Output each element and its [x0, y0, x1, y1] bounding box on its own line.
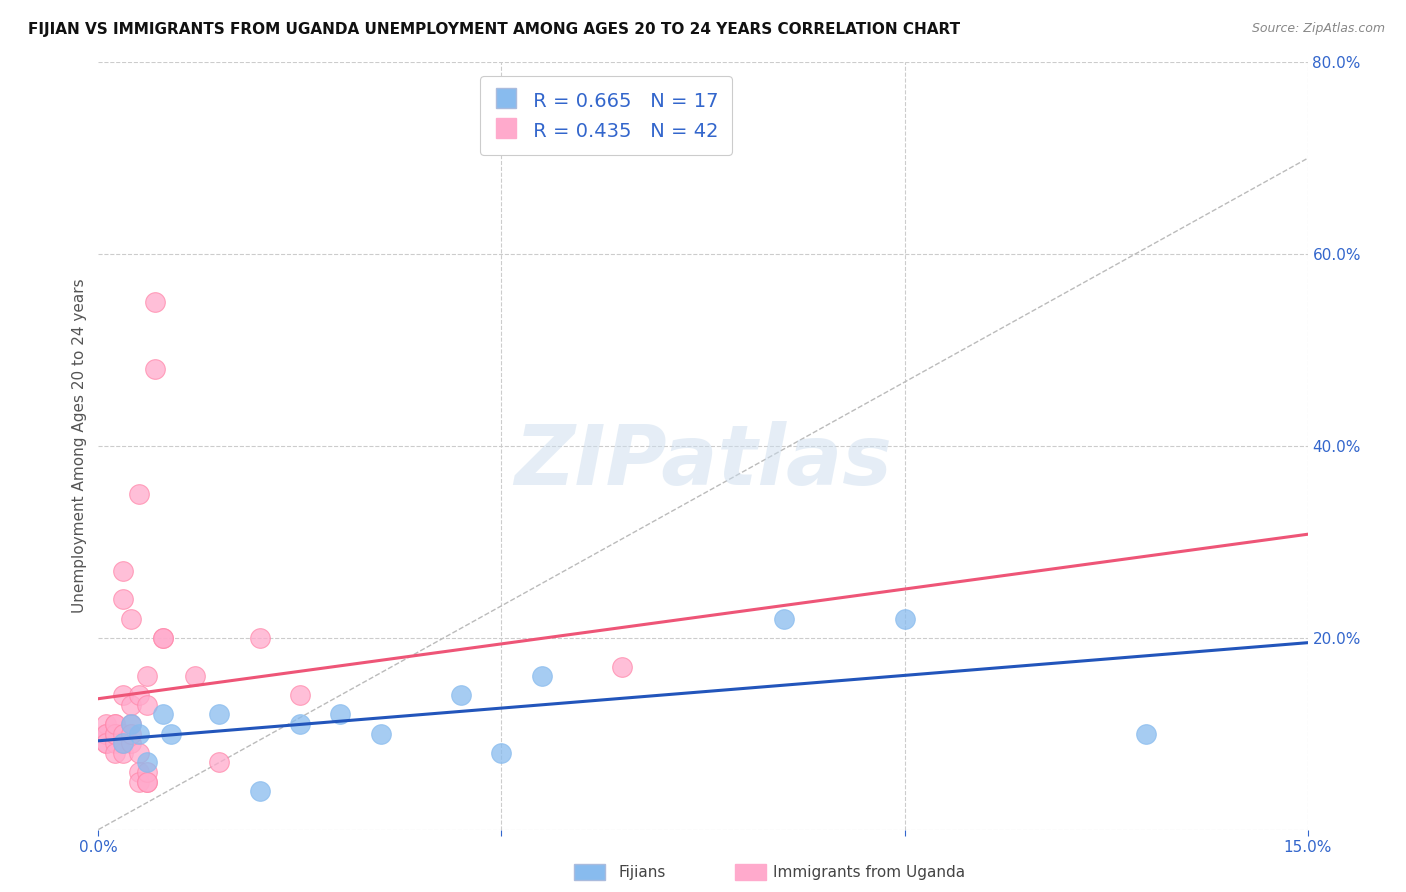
Point [111, 736, 134, 750]
Point [120, 698, 142, 712]
Text: Immigrants from Uganda: Immigrants from Uganda [773, 865, 966, 880]
Legend:  R = 0.665   N = 17,  R = 0.435   N = 42: R = 0.665 N = 17, R = 0.435 N = 42 [481, 76, 733, 155]
Point [120, 717, 142, 731]
Point [96, 726, 118, 740]
Point [96, 717, 118, 731]
Point [152, 631, 174, 645]
Point [103, 726, 125, 740]
Point [111, 564, 134, 578]
Point [111, 592, 134, 607]
Point [135, 774, 157, 789]
Point [120, 726, 142, 740]
Point [103, 746, 125, 760]
Point [120, 612, 142, 626]
Point [143, 295, 166, 310]
Point [249, 784, 271, 798]
Point [612, 659, 634, 673]
Point [96, 736, 118, 750]
Point [128, 689, 150, 703]
Point [103, 726, 125, 740]
Point [135, 669, 157, 683]
Point [103, 717, 125, 731]
Point [208, 707, 231, 722]
Point [143, 362, 166, 376]
Point [96, 736, 118, 750]
Point [111, 736, 134, 750]
Point [128, 746, 150, 760]
Point [208, 756, 231, 770]
Point [96, 726, 118, 740]
Point [288, 689, 311, 703]
Point [1135, 726, 1157, 740]
Text: FIJIAN VS IMMIGRANTS FROM UGANDA UNEMPLOYMENT AMONG AGES 20 TO 24 YEARS CORRELAT: FIJIAN VS IMMIGRANTS FROM UGANDA UNEMPLO… [28, 22, 960, 37]
Point [128, 774, 150, 789]
Point [160, 726, 183, 740]
Point [184, 669, 207, 683]
Point [128, 487, 150, 501]
Point [893, 612, 915, 626]
Point [135, 756, 157, 770]
Text: Source: ZipAtlas.com: Source: ZipAtlas.com [1251, 22, 1385, 36]
Point [450, 689, 472, 703]
Point [491, 746, 513, 760]
Point [152, 707, 174, 722]
Point [120, 717, 142, 731]
Point [111, 746, 134, 760]
Text: ZIPatlas: ZIPatlas [515, 421, 891, 502]
Point [111, 689, 134, 703]
Text: Fijians: Fijians [619, 865, 666, 880]
Point [152, 631, 174, 645]
Point [530, 669, 553, 683]
Point [103, 736, 125, 750]
Point [128, 726, 150, 740]
Point [135, 765, 157, 780]
Point [111, 726, 134, 740]
Point [135, 774, 157, 789]
Y-axis label: Unemployment Among Ages 20 to 24 years: Unemployment Among Ages 20 to 24 years [72, 278, 87, 614]
Point [772, 612, 794, 626]
Point [288, 717, 311, 731]
Point [96, 726, 118, 740]
Point [370, 726, 392, 740]
Point [135, 698, 157, 712]
Point [249, 631, 271, 645]
Point [128, 765, 150, 780]
Point [329, 707, 352, 722]
Point [103, 717, 125, 731]
Point [120, 736, 142, 750]
